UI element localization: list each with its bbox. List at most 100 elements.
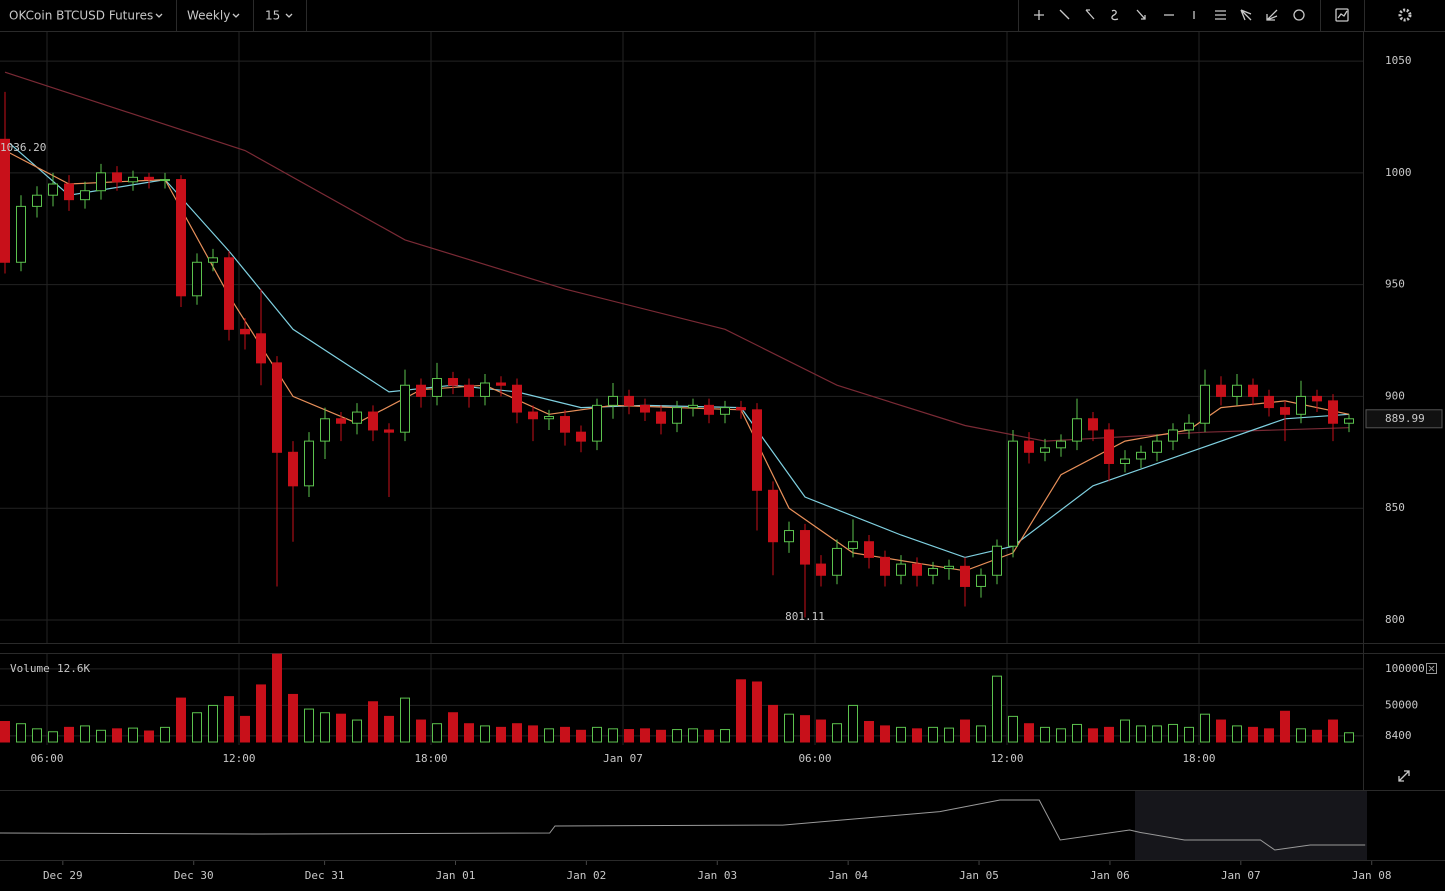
last-price-box bbox=[1365, 409, 1443, 429]
volume-bar bbox=[368, 701, 378, 743]
navigator-date-label: Jan 02 bbox=[567, 869, 607, 882]
volume-bar bbox=[944, 727, 954, 743]
candle-body bbox=[448, 378, 458, 386]
navigator-date-label: Jan 06 bbox=[1090, 869, 1130, 882]
volume-bar bbox=[400, 697, 410, 743]
candle-body bbox=[768, 489, 778, 543]
volume-bar bbox=[320, 712, 330, 743]
volume-bar bbox=[240, 715, 250, 743]
volume-bar bbox=[704, 729, 714, 743]
candle-body bbox=[1056, 440, 1066, 449]
candle-body bbox=[208, 257, 218, 263]
volume-bar bbox=[672, 729, 682, 743]
candle-body bbox=[256, 333, 266, 364]
candle-body bbox=[1200, 384, 1210, 424]
volume-bar bbox=[96, 729, 106, 743]
volume-bar bbox=[992, 675, 1002, 743]
y-tick-label: 50000 bbox=[1385, 698, 1418, 711]
range[interactable]: Weekly bbox=[187, 9, 230, 23]
navigator-window[interactable] bbox=[1135, 791, 1367, 861]
candle-body bbox=[240, 328, 250, 335]
candle-body bbox=[1120, 458, 1130, 464]
candle-body bbox=[288, 451, 298, 487]
navigator-date-label: Jan 07 bbox=[1221, 869, 1261, 882]
volume-bar bbox=[752, 681, 762, 743]
candle-body bbox=[1328, 400, 1338, 424]
x-tick-label: 06:00 bbox=[798, 752, 831, 765]
candle-body bbox=[944, 565, 954, 570]
interval[interactable]: 15 bbox=[265, 9, 280, 23]
volume-bar bbox=[832, 723, 842, 743]
settings-button[interactable] bbox=[1398, 8, 1412, 22]
y-tick-label: 1000 bbox=[1385, 166, 1412, 179]
x-tick-label: 12:00 bbox=[222, 752, 255, 765]
volume-bar bbox=[1232, 725, 1242, 743]
candle-body bbox=[128, 176, 138, 183]
candle-body bbox=[832, 547, 842, 576]
volume-bar bbox=[720, 729, 730, 743]
close-button[interactable] bbox=[1426, 663, 1437, 674]
volume-bar bbox=[1120, 719, 1130, 743]
navigator-date-label: Dec 30 bbox=[174, 869, 214, 882]
volume-bar bbox=[1248, 726, 1258, 743]
candle-body bbox=[1248, 384, 1258, 397]
candle-body bbox=[160, 179, 170, 182]
candle-body bbox=[1040, 447, 1050, 453]
volume-bar bbox=[1088, 728, 1098, 743]
volume-bar bbox=[192, 712, 202, 743]
volume-bar bbox=[1184, 726, 1194, 743]
candle-body bbox=[176, 179, 186, 297]
volume-bar bbox=[416, 719, 426, 743]
navigator-date-label: Jan 08 bbox=[1352, 869, 1392, 882]
candle-body bbox=[16, 205, 26, 263]
candle-body bbox=[720, 407, 730, 415]
drawing-tools[interactable] bbox=[1034, 9, 1305, 21]
volume-bar bbox=[1168, 723, 1178, 743]
candle-body bbox=[1008, 440, 1018, 547]
volume-bar bbox=[960, 719, 970, 743]
volume-bar bbox=[1328, 719, 1338, 743]
volume-bar bbox=[848, 704, 858, 743]
volume-bar bbox=[768, 704, 778, 743]
scale-button[interactable] bbox=[1398, 770, 1410, 782]
candle-body bbox=[1024, 440, 1034, 453]
candle-body bbox=[688, 404, 698, 409]
volume-bar bbox=[800, 715, 810, 743]
candle-body bbox=[800, 530, 810, 565]
candle-body bbox=[480, 382, 490, 397]
volume-bar bbox=[448, 712, 458, 743]
volume-bar bbox=[208, 704, 218, 743]
candle-body bbox=[144, 176, 154, 181]
x-tick-label: Jan 07 bbox=[603, 752, 643, 765]
volume-bar bbox=[224, 696, 234, 743]
volume-bar bbox=[144, 730, 154, 743]
navigator-date-label: Jan 05 bbox=[959, 869, 999, 882]
symbol[interactable]: OKCoin BTCUSD Futures bbox=[9, 9, 153, 23]
navigator-date-label: Dec 29 bbox=[43, 869, 83, 882]
volume-bar bbox=[48, 731, 58, 743]
volume-bar bbox=[928, 726, 938, 743]
volume-bar bbox=[128, 727, 138, 743]
candle-body bbox=[912, 563, 922, 576]
y-tick-label: 800 bbox=[1385, 613, 1405, 626]
candle-body bbox=[1072, 418, 1082, 442]
candle-body bbox=[1296, 395, 1306, 415]
volume-bar bbox=[880, 725, 890, 743]
volume-bar bbox=[1040, 726, 1050, 743]
candle-body bbox=[576, 431, 586, 442]
candle-body bbox=[896, 563, 906, 576]
candle-body bbox=[1152, 440, 1162, 453]
candle-body bbox=[608, 395, 618, 406]
candle-body bbox=[464, 384, 474, 397]
candle-body bbox=[560, 416, 570, 433]
volume-bar bbox=[816, 719, 826, 743]
candle-body bbox=[48, 183, 58, 196]
volume-bar bbox=[784, 713, 794, 743]
volume-bar bbox=[640, 728, 650, 743]
chart-style-button[interactable] bbox=[1335, 8, 1349, 22]
candle-body bbox=[880, 556, 890, 576]
volume-bar bbox=[496, 726, 506, 743]
candle-body bbox=[864, 541, 874, 558]
